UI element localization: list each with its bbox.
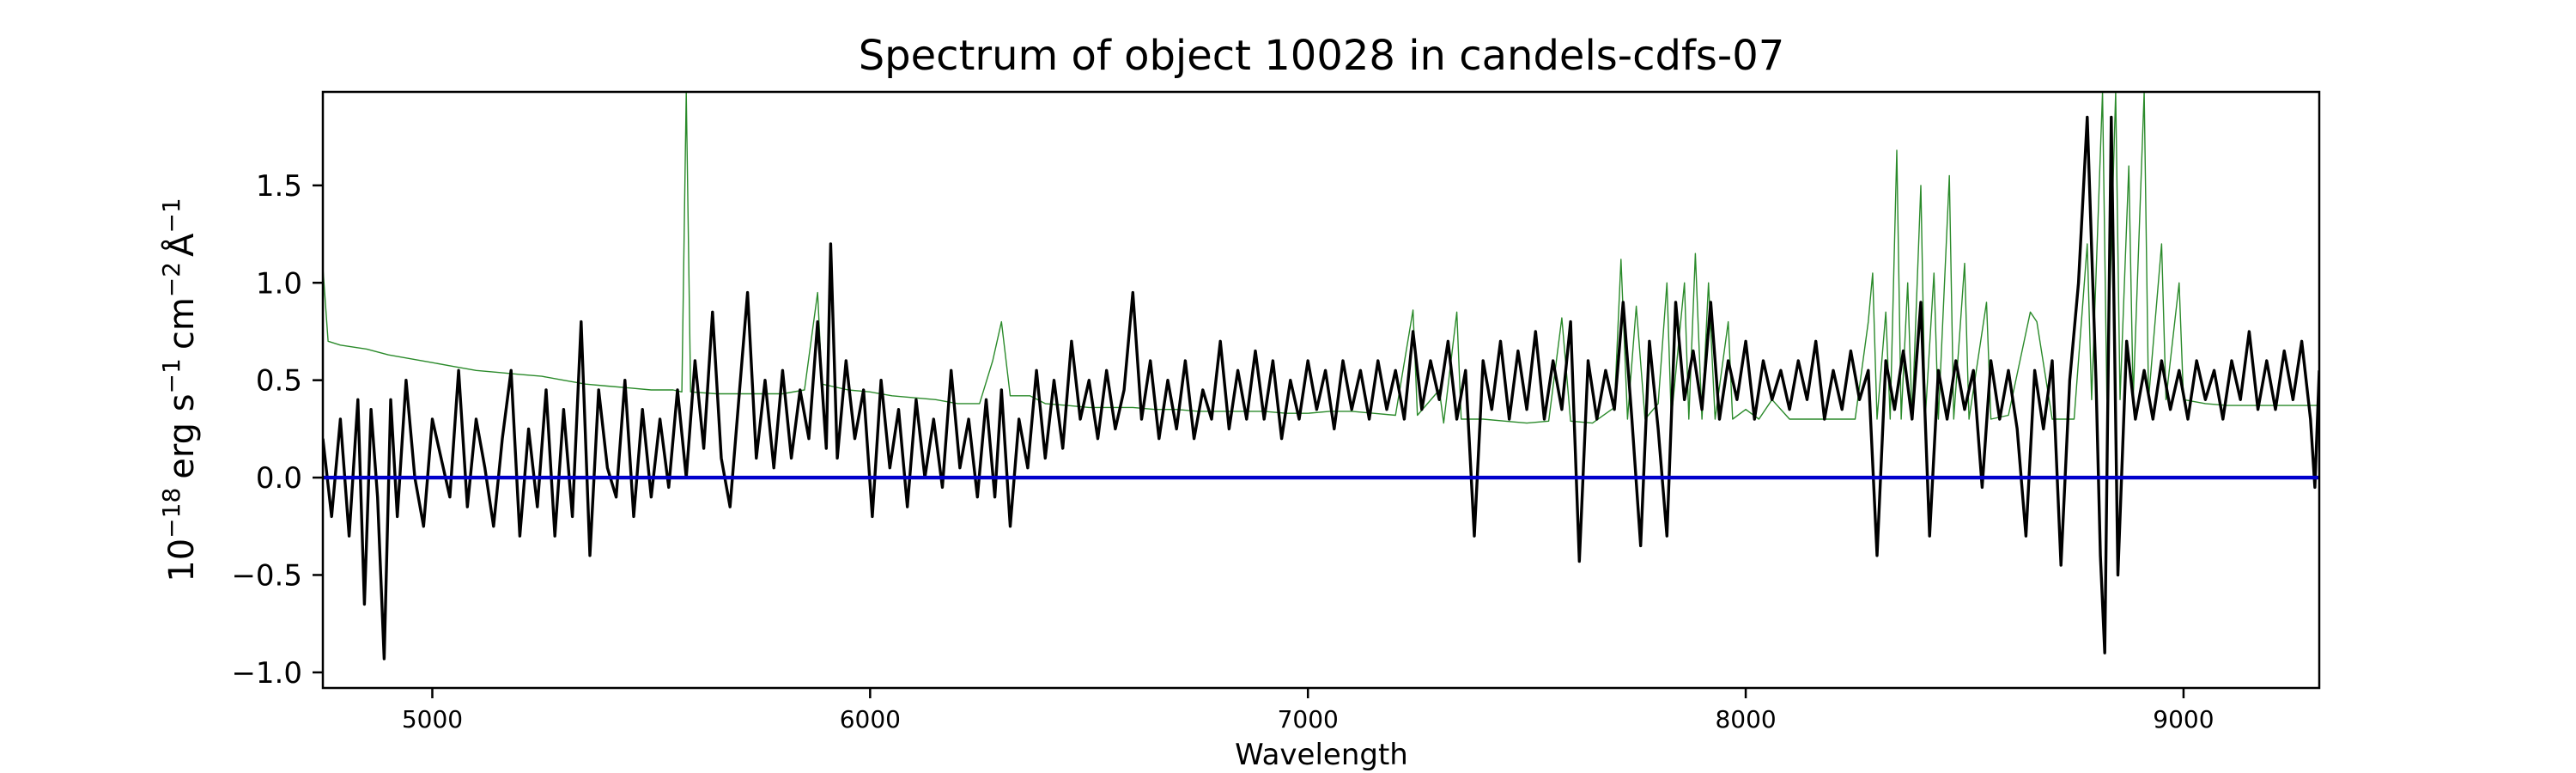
x-axis-label: Wavelength bbox=[1235, 738, 1408, 772]
y-tick-label: 1.0 bbox=[256, 266, 302, 301]
x-tick-label: 9000 bbox=[2153, 705, 2214, 733]
y-tick-label: −1.0 bbox=[231, 656, 302, 691]
flux-line bbox=[323, 115, 2319, 660]
y-label-erg: erg s bbox=[162, 393, 202, 478]
model-line bbox=[323, 92, 2319, 424]
y-label-angstrom-exp: −1 bbox=[157, 198, 185, 233]
y-label-angstrom: Å bbox=[161, 233, 202, 257]
y-axis-label: 10−18erg s−1cm−2Å−1 bbox=[157, 198, 202, 581]
y-label-cm: cm bbox=[162, 297, 202, 350]
x-tick-label: 6000 bbox=[840, 705, 901, 733]
y-label-base-exp: −18 bbox=[157, 488, 185, 539]
x-tick-label: 7000 bbox=[1278, 705, 1339, 733]
y-tick-label: 0.0 bbox=[256, 461, 302, 496]
y-label-cm-exp: −2 bbox=[157, 262, 185, 297]
series-layer bbox=[323, 92, 2319, 660]
y-label-base: 10 bbox=[162, 539, 202, 582]
x-tick-label: 8000 bbox=[1715, 705, 1776, 733]
y-tick-label: 0.5 bbox=[256, 364, 302, 399]
y-label-s-exp: −1 bbox=[157, 358, 185, 393]
y-tick-label: −0.5 bbox=[231, 558, 302, 593]
x-tick-label: 5000 bbox=[402, 705, 463, 733]
plot-frame bbox=[321, 90, 2321, 690]
chart-title: Spectrum of object 10028 in candels-cdfs… bbox=[859, 32, 1785, 80]
y-axis: −1.0 −0.5 0.0 0.5 1.0 1.5 bbox=[231, 169, 323, 691]
y-tick-label: 1.5 bbox=[256, 169, 302, 204]
x-axis: 5000 6000 7000 8000 9000 bbox=[402, 688, 2215, 733]
